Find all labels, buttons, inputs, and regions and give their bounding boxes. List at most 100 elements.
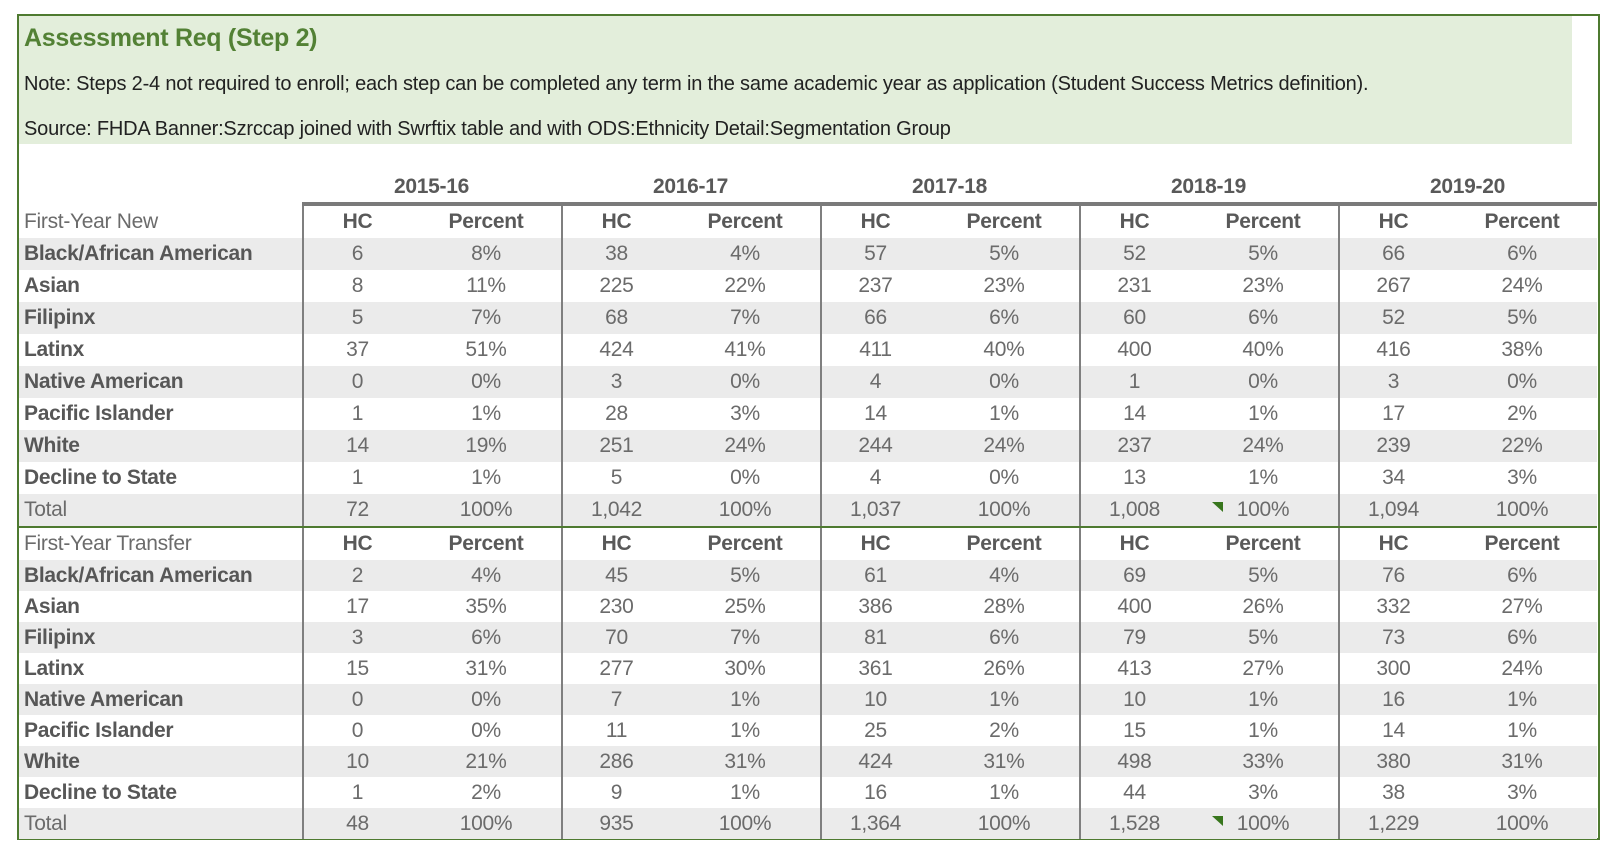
hc-value: 1,364 — [820, 808, 929, 839]
percent-value: 1% — [471, 466, 501, 489]
table-row: Decline to State 1 1% 5 0% 4 0% 13 1% 34 3% — [19, 462, 1597, 494]
hc-column-header: HC — [820, 206, 929, 238]
hc-value: 231 — [1079, 270, 1188, 302]
hc-value: 61 — [820, 560, 929, 591]
hc-value: 38 — [561, 238, 670, 270]
year-header-row: 2015-16 2016-17 2017-18 2018-19 2019-20 — [19, 144, 1597, 206]
hc-value: 386 — [820, 591, 929, 622]
hc-value: 2 — [302, 560, 411, 591]
percent-value: 1% — [989, 402, 1019, 425]
hc-value: 244 — [820, 430, 929, 462]
percent-value: 27% — [1242, 656, 1284, 680]
hc-value: 1,528 — [1079, 808, 1188, 839]
hc-value: 413 — [1079, 653, 1188, 684]
percent-value: 1% — [1507, 718, 1537, 742]
row-label: Asian — [24, 274, 80, 297]
table-row: Black/African American 6 8% 38 4% 57 5% 52 5% 66 6… — [19, 238, 1597, 270]
row-label: Latinx — [24, 338, 85, 361]
hc-value: 11 — [561, 715, 670, 746]
hc-column-header: HC — [561, 528, 670, 560]
hc-value: 3 — [561, 366, 670, 398]
hc-value: 15 — [1079, 715, 1188, 746]
row-label: Total — [24, 498, 67, 521]
percent-value: 1% — [730, 780, 760, 804]
table-row: Total 72 100% 1,042 100% 1,037 100% 1,008 100% 1,… — [19, 494, 1597, 526]
hc-value: 332 — [1338, 591, 1447, 622]
percent-value: 31% — [724, 749, 766, 773]
section-header-row: First-Year Transfer HC Percent HC Percent HC P… — [19, 526, 1597, 560]
hc-value: 52 — [1338, 302, 1447, 334]
hc-value: 361 — [820, 653, 929, 684]
hc-value: 6 — [302, 238, 411, 270]
percent-value: 19% — [465, 434, 507, 457]
hc-column-header: HC — [1338, 206, 1447, 238]
percent-value: 100% — [718, 811, 772, 835]
row-label: Asian — [24, 594, 80, 618]
hc-value: 57 — [820, 238, 929, 270]
hc-value: 251 — [561, 430, 670, 462]
percent-value: 40% — [983, 338, 1025, 361]
hc-value: 3 — [1338, 366, 1447, 398]
hc-value: 10 — [1079, 684, 1188, 715]
hc-column-header: HC — [561, 206, 670, 238]
row-label: Latinx — [24, 656, 85, 680]
hc-value: 416 — [1338, 334, 1447, 366]
report-title: Assessment Req (Step 2) — [24, 24, 318, 52]
hc-value: 935 — [561, 808, 670, 839]
percent-value: 100% — [1188, 808, 1338, 839]
row-label: Pacific Islander — [24, 718, 174, 742]
hc-column-header: HC — [1338, 528, 1447, 560]
percent-column-header: Percent — [448, 532, 524, 555]
percent-value: 30% — [724, 656, 766, 680]
hc-value: 4 — [820, 462, 929, 494]
table-row: Total 48 100% 935 100% 1,364 100% 1,528 100% 1,22… — [19, 808, 1597, 839]
hc-value: 68 — [561, 302, 670, 334]
hc-value: 0 — [302, 684, 411, 715]
table-row: Latinx 15 31% 277 30% 361 26% 413 27% 300 24% — [19, 653, 1597, 684]
percent-value: 2% — [989, 718, 1019, 742]
row-label: White — [24, 434, 80, 457]
hc-value: 277 — [561, 653, 670, 684]
hc-value: 10 — [302, 746, 411, 777]
percent-value: 4% — [989, 563, 1019, 587]
percent-value: 1% — [1248, 687, 1278, 711]
hc-value: 10 — [820, 684, 929, 715]
percent-value: 5% — [730, 563, 760, 587]
percent-value: 6% — [989, 306, 1019, 329]
hc-value: 239 — [1338, 430, 1447, 462]
percent-value: 2% — [471, 780, 501, 804]
percent-value: 7% — [730, 306, 760, 329]
hc-value: 8 — [302, 270, 411, 302]
percent-value: 26% — [1242, 594, 1284, 618]
green-triangle-flag-icon — [1212, 502, 1223, 512]
table-row: Native American 0 0% 3 0% 4 0% 1 0% 3 0% — [19, 366, 1597, 398]
hc-value: 7 — [561, 684, 670, 715]
hc-value: 79 — [1079, 622, 1188, 653]
percent-column-header: Percent — [1225, 210, 1301, 233]
percent-value: 5% — [1507, 306, 1537, 329]
hc-value: 44 — [1079, 777, 1188, 808]
percent-value: 24% — [1501, 274, 1543, 297]
percent-value: 23% — [1242, 274, 1284, 297]
section-label: First-Year New — [24, 210, 158, 233]
percent-value: 3% — [1507, 466, 1537, 489]
percent-value: 22% — [724, 274, 766, 297]
percent-value: 3% — [730, 402, 760, 425]
year-header: 2017-18 — [820, 144, 1079, 206]
percent-value: 1% — [989, 780, 1019, 804]
hc-value: 237 — [1079, 430, 1188, 462]
hc-column-header: HC — [1079, 206, 1188, 238]
hc-value: 16 — [820, 777, 929, 808]
hc-column-header: HC — [302, 528, 411, 560]
hc-value: 4 — [820, 366, 929, 398]
report-note: Note: Steps 2-4 not required to enroll; … — [24, 73, 1369, 95]
table-row: Asian 17 35% 230 25% 386 28% 400 26% 332 27% — [19, 591, 1597, 622]
hc-value: 1,094 — [1338, 494, 1447, 526]
row-label: Pacific Islander — [24, 402, 174, 425]
percent-value: 0% — [989, 370, 1019, 393]
percent-value: 100% — [1495, 811, 1549, 835]
hc-value: 237 — [820, 270, 929, 302]
row-label: White — [24, 749, 80, 773]
percent-value: 5% — [1248, 625, 1278, 649]
table-row: Decline to State 1 2% 9 1% 16 1% 44 3% 38 3% — [19, 777, 1597, 808]
